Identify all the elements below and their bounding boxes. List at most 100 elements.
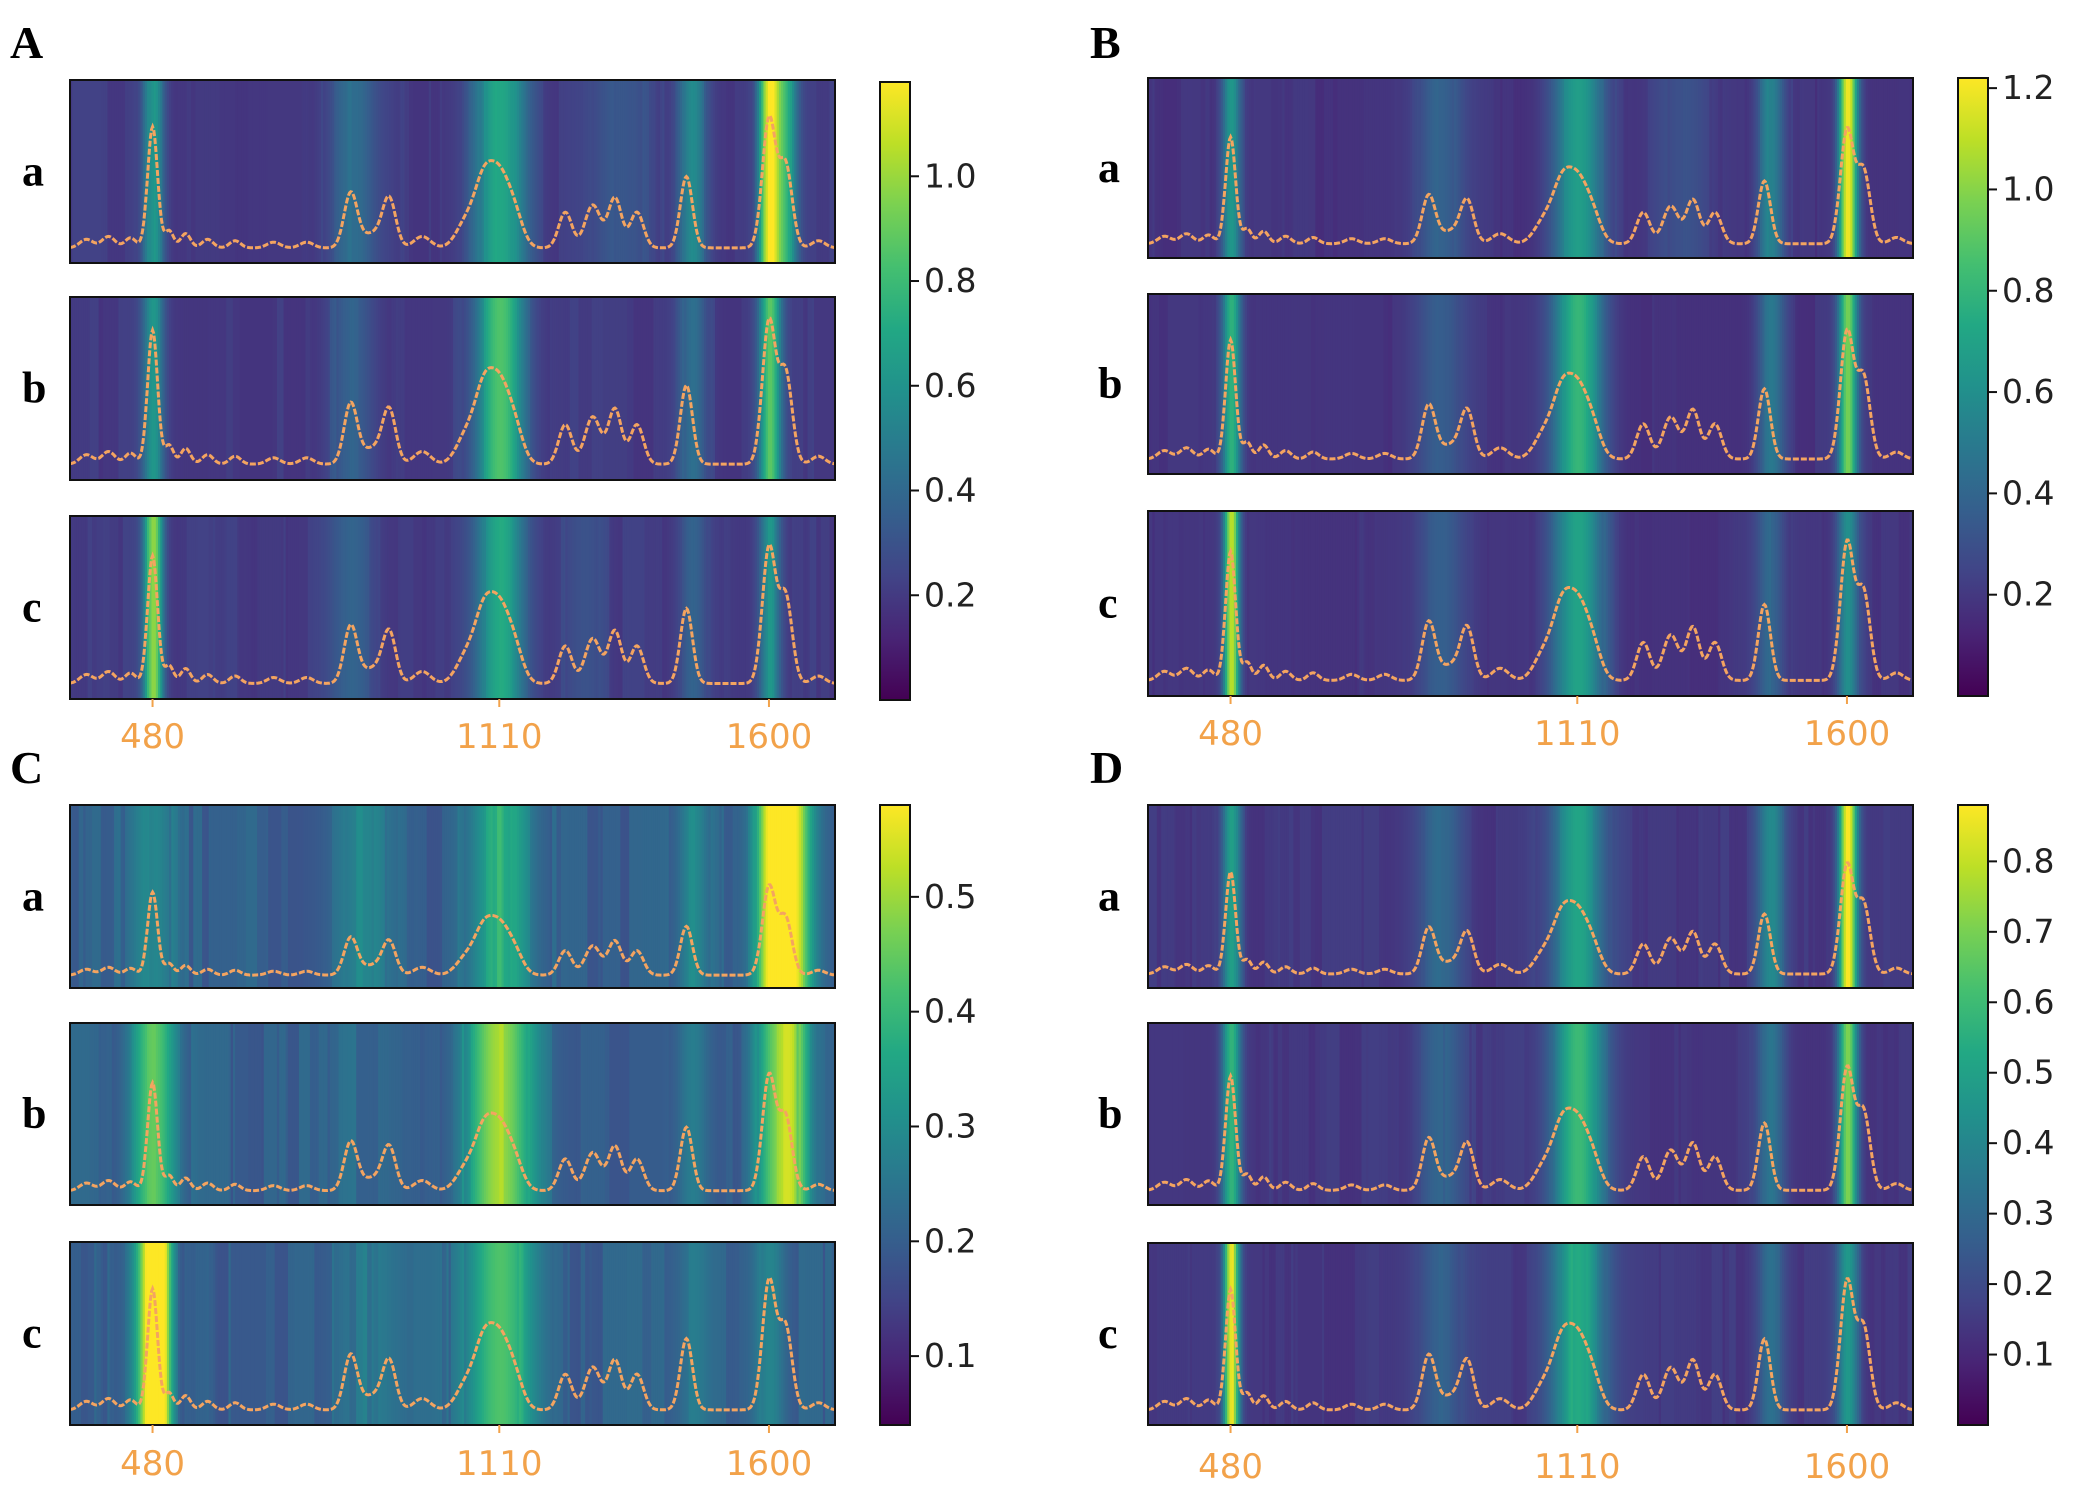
heatmap-cell bbox=[1898, 294, 1902, 474]
heatmap-cell bbox=[1297, 805, 1301, 988]
heatmap-cell bbox=[717, 516, 721, 699]
heatmap-cell bbox=[1790, 294, 1794, 474]
heatmap-cell bbox=[186, 516, 190, 699]
heatmap-cell bbox=[670, 80, 674, 263]
heatmap-cell bbox=[268, 805, 272, 988]
heatmap-cell bbox=[1643, 805, 1647, 988]
heatmap-cell bbox=[1771, 1023, 1775, 1205]
heatmap-cell bbox=[519, 1023, 523, 1205]
heatmap-cell bbox=[1484, 805, 1488, 988]
heatmap-cell bbox=[1771, 511, 1775, 696]
heatmap-cell bbox=[219, 297, 223, 480]
heatmap-cell bbox=[1570, 805, 1574, 988]
heatmap-cell bbox=[1434, 78, 1438, 258]
heatmap-cell bbox=[477, 80, 481, 263]
heatmap-cell bbox=[1502, 1243, 1506, 1425]
heatmap-cell bbox=[1815, 511, 1819, 696]
heatmap-cell bbox=[1216, 294, 1220, 474]
heatmap-cell bbox=[1187, 294, 1191, 474]
heatmap-cell bbox=[1401, 511, 1405, 696]
heatmap-cell bbox=[103, 1242, 107, 1425]
heatmap-cell bbox=[1458, 511, 1462, 696]
heatmap-cell bbox=[615, 80, 619, 263]
heatmap-cell bbox=[1605, 294, 1609, 474]
heatmap-cell bbox=[1782, 511, 1786, 696]
heatmap-cell bbox=[188, 805, 192, 988]
heatmap-cell bbox=[1506, 294, 1510, 474]
heatmap-cell bbox=[138, 516, 142, 699]
heatmap-cell bbox=[1570, 1023, 1574, 1205]
heatmap-cell bbox=[481, 1242, 485, 1425]
heatmap-row-b: b bbox=[1098, 1022, 1914, 1206]
heatmap-cell bbox=[653, 297, 657, 480]
heatmap-cell bbox=[1462, 1023, 1466, 1205]
heatmap-cell bbox=[1414, 78, 1418, 258]
heatmap-cell bbox=[530, 516, 534, 699]
heatmap-cell bbox=[140, 805, 144, 988]
heatmap-cell bbox=[1704, 511, 1708, 696]
heatmap-cell bbox=[1260, 511, 1264, 696]
heatmap-cell bbox=[226, 516, 230, 699]
heatmap-cell bbox=[626, 1242, 630, 1425]
heatmap-cell bbox=[1757, 511, 1761, 696]
heatmap-cell bbox=[1423, 1023, 1427, 1205]
heatmap-cell bbox=[162, 80, 166, 263]
heatmap-cell bbox=[536, 297, 540, 480]
heatmap-cell bbox=[1537, 294, 1541, 474]
heatmap-cell bbox=[1361, 1243, 1365, 1425]
heatmap-cell bbox=[723, 1023, 727, 1205]
heatmap-cell bbox=[1845, 78, 1849, 258]
heatmap-cell bbox=[367, 1242, 371, 1425]
heatmap-cell bbox=[193, 1023, 197, 1205]
heatmap-cell bbox=[241, 805, 245, 988]
heatmap-cell bbox=[1189, 1023, 1193, 1205]
heatmap-cell bbox=[1586, 1243, 1590, 1425]
heatmap-cell bbox=[1828, 78, 1832, 258]
heatmap-cell bbox=[1412, 1023, 1416, 1205]
heatmap-cell bbox=[1876, 1023, 1880, 1205]
heatmap-cell bbox=[635, 1023, 639, 1205]
heatmap-cell bbox=[70, 1023, 73, 1205]
heatmap-cell bbox=[1401, 294, 1405, 474]
heatmap-cell bbox=[129, 1023, 133, 1205]
heatmap-cell bbox=[1729, 805, 1733, 988]
heatmap-cell bbox=[1431, 805, 1435, 988]
heatmap-cell bbox=[1473, 1243, 1477, 1425]
heatmap-cell bbox=[1350, 78, 1354, 258]
heatmap-cell bbox=[1768, 1023, 1772, 1205]
heatmap-cell bbox=[455, 516, 459, 699]
heatmap-cell bbox=[360, 297, 364, 480]
heatmap-cell bbox=[400, 297, 404, 480]
heatmap-cell bbox=[213, 297, 217, 480]
heatmap-cell bbox=[92, 297, 96, 480]
heatmap-cell bbox=[96, 516, 100, 699]
colorbar-gradient bbox=[879, 81, 911, 701]
heatmap-cell bbox=[155, 516, 159, 699]
heatmap-cell bbox=[613, 297, 617, 480]
heatmap-cell bbox=[149, 805, 153, 988]
heatmap-cell bbox=[1266, 294, 1270, 474]
heatmap-cell bbox=[582, 1023, 586, 1205]
heatmap-cell bbox=[1196, 1023, 1200, 1205]
heatmap-frame bbox=[1147, 1242, 1914, 1426]
heatmap-cell bbox=[1751, 78, 1755, 258]
heatmap-cell bbox=[144, 80, 148, 263]
heatmap-cell bbox=[197, 805, 201, 988]
heatmap-cell bbox=[541, 1023, 545, 1205]
heatmap-cell bbox=[486, 297, 490, 480]
heatmap-cell bbox=[1724, 78, 1728, 258]
heatmap-cell bbox=[1150, 78, 1154, 258]
heatmap-cell bbox=[611, 1023, 615, 1205]
heatmap-cell bbox=[283, 805, 287, 988]
heatmap-cell bbox=[1509, 1243, 1513, 1425]
heatmap-cell bbox=[609, 80, 613, 263]
colorbar: 0.10.20.30.40.5 bbox=[879, 804, 976, 1426]
heatmap-cell bbox=[1442, 511, 1446, 696]
heatmap-cell bbox=[1363, 294, 1367, 474]
heatmap-cell bbox=[415, 516, 419, 699]
heatmap-cell bbox=[360, 80, 364, 263]
heatmap-cell bbox=[298, 297, 302, 480]
heatmap-cell bbox=[1200, 78, 1204, 258]
heatmap-cell bbox=[85, 1023, 89, 1205]
heatmap-cell bbox=[305, 80, 309, 263]
